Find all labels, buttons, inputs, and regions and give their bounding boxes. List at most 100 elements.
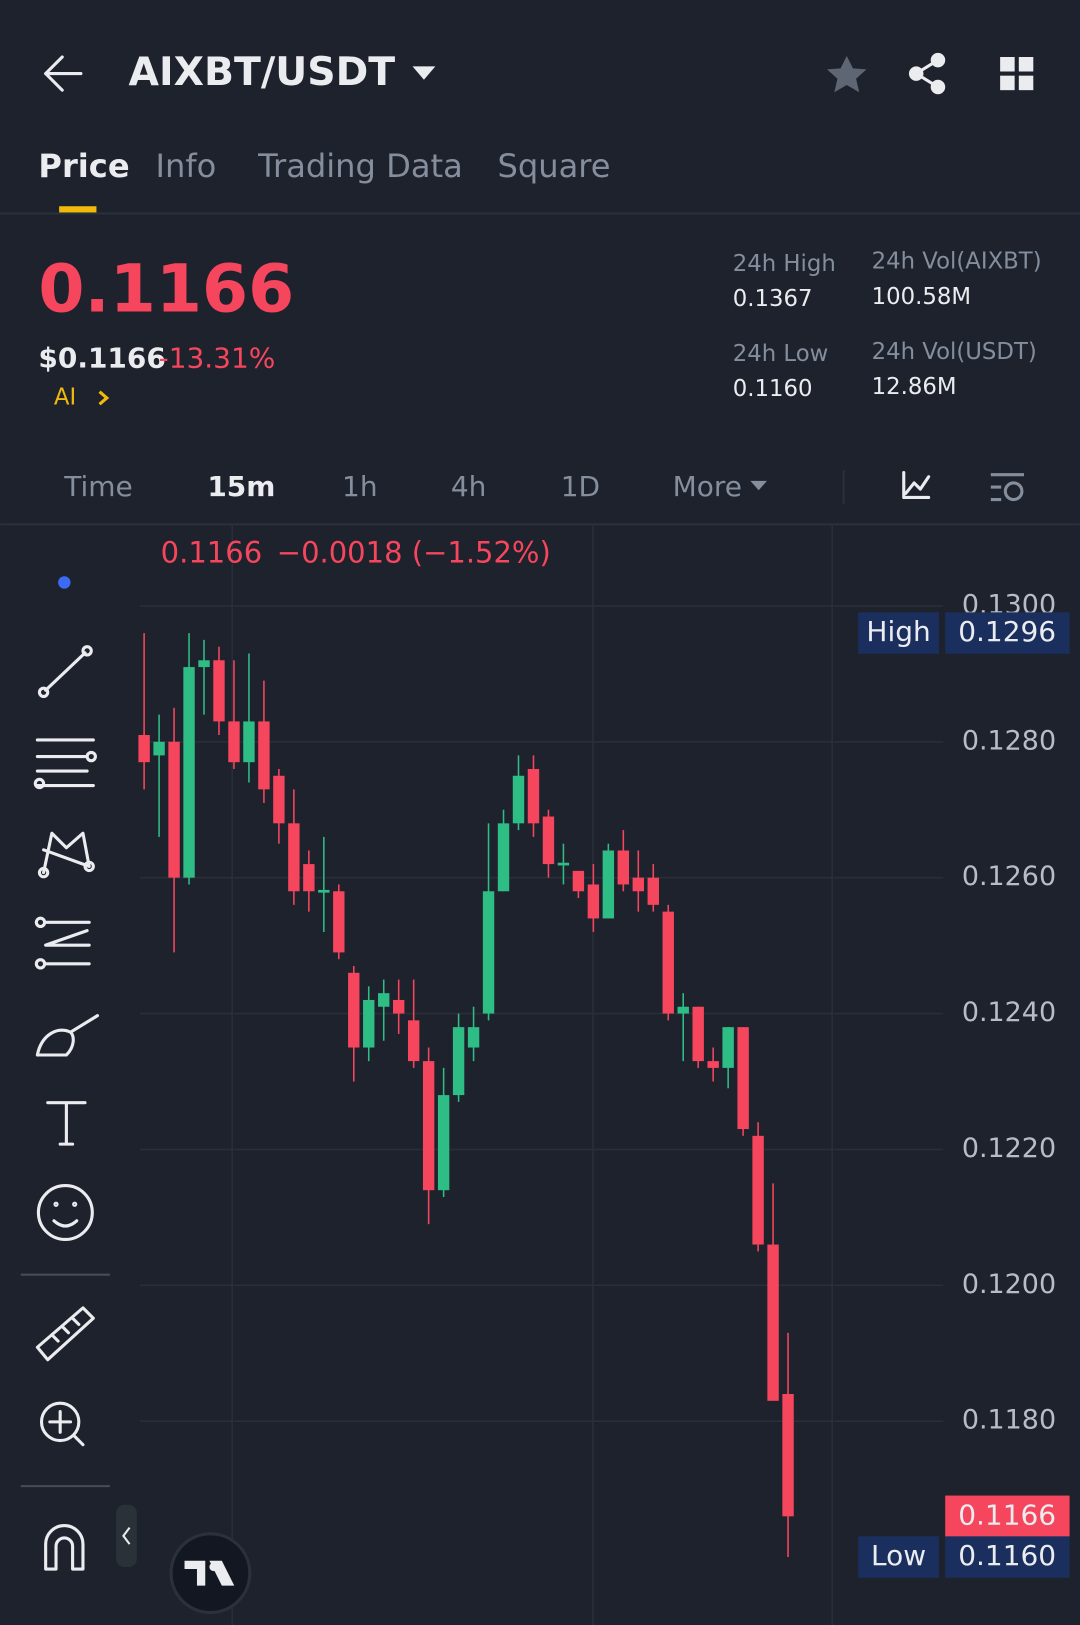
candle-body: [512, 775, 525, 824]
stat-label: 24h Vol(USDT): [872, 339, 1037, 365]
grid-menu[interactable]: [1000, 56, 1034, 91]
candle-body: [617, 850, 630, 885]
ruler-tool[interactable]: [35, 1306, 95, 1362]
candle-body: [273, 775, 285, 824]
indicator-button[interactable]: [902, 471, 931, 500]
magnet-tool[interactable]: [44, 1524, 85, 1571]
stat-label: 24h High: [733, 251, 836, 277]
candle: [407, 979, 420, 1068]
candle: [318, 836, 330, 933]
candle-body: [587, 884, 600, 919]
candle-body: [258, 721, 270, 790]
candle-body: [288, 823, 300, 892]
candle-body: [647, 877, 659, 905]
candle-body: [482, 891, 495, 1014]
candle-body: [153, 741, 165, 756]
candle: [602, 843, 615, 919]
candle-body: [392, 999, 405, 1014]
candle-body: [557, 862, 570, 866]
pair[interactable]: AIXBT/USDT: [129, 49, 396, 95]
candle: [363, 986, 375, 1062]
interval[interactable]: More: [673, 470, 742, 503]
candle-body: [527, 768, 540, 824]
candle: [243, 653, 255, 783]
y-tick-label: 0.1220: [962, 1133, 1056, 1164]
brush-tool[interactable]: [35, 1014, 100, 1057]
interval[interactable]: Time: [63, 470, 132, 503]
candle-body: [138, 735, 150, 763]
settings-button[interactable]: [990, 473, 1024, 502]
stat-label: 24h Low: [733, 341, 829, 367]
candle: [647, 864, 659, 912]
badge-label-bg: [858, 1536, 939, 1578]
tab[interactable]: Price: [38, 147, 129, 185]
candle-body: [318, 889, 330, 893]
candle: [138, 633, 150, 790]
candle-body: [572, 870, 585, 892]
fib-tool[interactable]: [33, 738, 97, 790]
candle-body: [692, 1006, 704, 1062]
y-tick-label: 0.1280: [962, 725, 1056, 756]
badge-value: 0.1296: [958, 615, 1056, 648]
candle-body: [407, 1020, 420, 1062]
candle: [497, 809, 510, 892]
candle: [662, 904, 674, 1021]
tag[interactable]: AI: [54, 384, 76, 410]
candle: [617, 830, 630, 892]
candle-body: [782, 1394, 794, 1517]
candle: [183, 633, 195, 885]
candle-body: [497, 823, 510, 892]
candle-body: [752, 1135, 764, 1245]
candle: [557, 843, 570, 885]
stat-value: 12.86M: [872, 374, 957, 400]
favorite[interactable]: [827, 55, 867, 93]
chart-change: −0.0018 (−1.52%): [277, 535, 551, 569]
y-tick-label: 0.1200: [962, 1269, 1056, 1300]
share[interactable]: [908, 52, 946, 95]
zoom-tool[interactable]: [39, 1401, 85, 1447]
drawing-toolbar: [20, 645, 110, 1571]
candle: [392, 979, 405, 1034]
tab[interactable]: Info: [156, 147, 217, 185]
candle-body: [213, 660, 225, 722]
projection-tool[interactable]: [34, 916, 91, 970]
pattern-tool[interactable]: [37, 831, 95, 879]
last-price: 0.1166: [38, 249, 294, 327]
candle: [198, 639, 210, 715]
candle: [168, 707, 180, 953]
more-arrow: [750, 480, 767, 491]
candle: [572, 870, 585, 899]
collapse-toolbar[interactable]: [116, 1504, 137, 1567]
emoji-tool[interactable]: [36, 1184, 94, 1242]
candle: [437, 1067, 450, 1197]
candle: [422, 1047, 435, 1225]
tab-indicator: [59, 206, 97, 213]
y-tick-label: 0.1240: [962, 997, 1056, 1028]
back-button[interactable]: [44, 55, 83, 92]
candle-body: [542, 816, 555, 865]
candle-body: [378, 993, 390, 1007]
y-tick-label: 0.1260: [962, 861, 1056, 892]
candle: [378, 979, 390, 1041]
candle-body: [243, 721, 255, 763]
candle-body: [422, 1061, 435, 1191]
tab[interactable]: Square: [498, 147, 611, 185]
candle-body: [767, 1244, 779, 1401]
candle: [767, 1183, 779, 1401]
tab[interactable]: Trading Data: [257, 147, 463, 185]
candle: [542, 809, 555, 878]
line-tool[interactable]: [37, 645, 93, 698]
text-tool[interactable]: [46, 1101, 87, 1146]
dropdown[interactable]: [412, 66, 436, 80]
candle-body: [707, 1061, 719, 1068]
candle-body: [452, 1027, 465, 1096]
interval[interactable]: 1h: [342, 470, 378, 503]
badge-value: 0.1166: [958, 1498, 1056, 1531]
interval[interactable]: 1D: [561, 470, 600, 503]
candle: [482, 823, 495, 1021]
interval[interactable]: 4h: [451, 470, 487, 503]
candle-body: [677, 1006, 689, 1014]
candle: [752, 1122, 764, 1252]
interval[interactable]: 15m: [207, 470, 275, 503]
